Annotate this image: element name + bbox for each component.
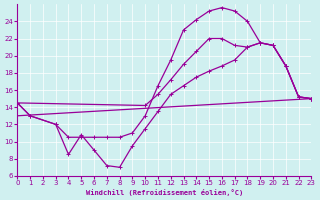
X-axis label: Windchill (Refroidissement éolien,°C): Windchill (Refroidissement éolien,°C) [86, 189, 243, 196]
